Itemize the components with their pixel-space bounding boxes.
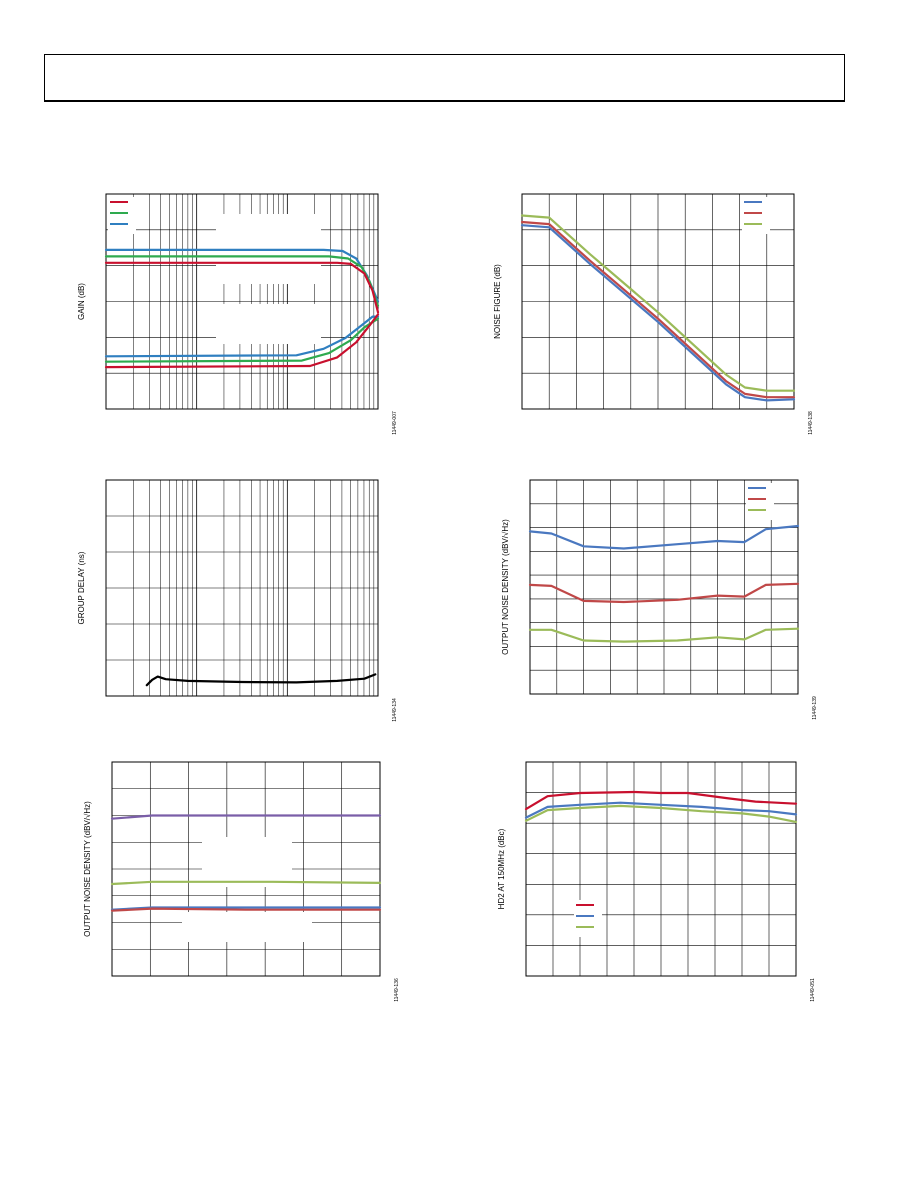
- series-line: [528, 627, 800, 643]
- group-delay-chart: GROUP DELAY (ns) 11449-134: [77, 479, 398, 722]
- y-axis-label: GAIN (dB): [77, 283, 86, 320]
- noise-figure-chart: NOISE FIGURE (dB) 11449-138: [493, 193, 814, 435]
- y-axis-label: OUTPUT NOISE DENSITY (dBV/√Hz): [501, 519, 510, 655]
- output-noise-density-chart: OUTPUT NOISE DENSITY (dBV/√Hz) 11449-139: [501, 479, 818, 720]
- y-axis-label: OUTPUT NOISE DENSITY (dBV/√Hz): [83, 801, 92, 937]
- y-axis-label: NOISE FIGURE (dB): [493, 264, 502, 339]
- figure-id: 11449-051: [810, 978, 816, 1002]
- series-line: [528, 524, 800, 550]
- series-line: [520, 220, 796, 399]
- series-line: [145, 673, 377, 687]
- legend-box: [574, 900, 602, 937]
- gain-chart: GAIN (dB) 11449-007: [77, 193, 398, 435]
- figure-id: 11449-138: [808, 411, 814, 435]
- series-line: [520, 214, 796, 392]
- series-line: [104, 261, 380, 314]
- series-line: [528, 582, 800, 604]
- series-line: [110, 880, 382, 886]
- series-line: [110, 814, 382, 820]
- series-line: [524, 801, 798, 819]
- page-header-box: [44, 54, 845, 102]
- series-line: [524, 790, 798, 811]
- series-line: [524, 804, 798, 824]
- legend-box: [746, 483, 774, 520]
- hd2-chart: HD2 AT 150MHz (dBc) 11449-051: [497, 761, 816, 1002]
- series-line: [110, 907, 382, 912]
- figure-id: 11449-134: [392, 698, 398, 722]
- legend-box: [742, 197, 770, 234]
- y-axis-label: HD2 AT 150MHz (dBc): [497, 828, 506, 909]
- legend-box: [108, 197, 136, 234]
- y-axis-label: GROUP DELAY (ns): [77, 551, 86, 624]
- series-line: [104, 317, 380, 363]
- output-noise-density-chart-2: OUTPUT NOISE DENSITY (dBV/√Hz) 11449-136: [83, 761, 400, 1002]
- annotation-gap: [216, 304, 321, 344]
- figure-id: 11449-139: [812, 696, 818, 720]
- annotation-gap: [182, 912, 312, 942]
- figure-id: 11449-136: [394, 978, 400, 1002]
- series-line: [104, 313, 380, 369]
- series-line: [104, 315, 380, 358]
- series-line: [520, 224, 796, 402]
- annotation-gap: [202, 837, 292, 887]
- figure-id: 11449-007: [392, 411, 398, 435]
